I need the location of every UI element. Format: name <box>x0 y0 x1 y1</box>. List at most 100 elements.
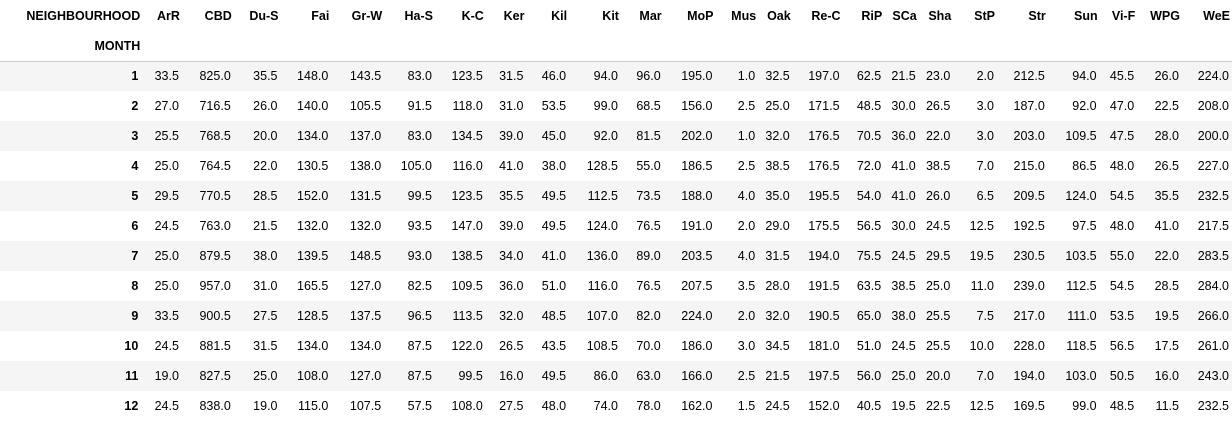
table-cell: 99.5 <box>458 369 483 383</box>
table-cell: 181.0 <box>808 339 840 353</box>
table-cell: 62.5 <box>856 69 882 84</box>
table-cell: 175.5 <box>808 219 840 233</box>
table-cell: 228.0 <box>1013 339 1045 353</box>
table-cell: 19.5 <box>969 249 994 263</box>
table-cell: 825.0 <box>199 69 231 84</box>
table-cell: 209.5 <box>1013 189 1045 203</box>
table-cell: 25.0 <box>765 99 790 113</box>
column-header: K-C <box>461 8 484 23</box>
table-cell: 41.0 <box>541 249 567 263</box>
table-cell: 105.0 <box>400 159 432 173</box>
table-cell: 107.0 <box>586 309 618 323</box>
table-cell: 29.5 <box>154 189 179 203</box>
table-cell: 116.0 <box>452 159 483 173</box>
table-row: 11 19.0 827.5 25.0 108.0 127.0 87.5 99.5 16.0 49.… <box>0 361 1232 391</box>
table-cell: 128.5 <box>586 159 618 173</box>
table-row: 9 33.5 900.5 27.5 128.5 137.5 96.5 113.5 32.0 48.… <box>0 301 1232 331</box>
row-index: 9 <box>131 309 139 323</box>
table-cell: 96.0 <box>636 69 661 84</box>
table-cell: 82.5 <box>407 279 432 293</box>
table-cell: 116.0 <box>587 279 618 293</box>
table-cell: 27.0 <box>154 99 179 113</box>
table-cell: 24.5 <box>154 219 179 233</box>
table-cell: 25.0 <box>154 159 179 173</box>
table-cell: 166.0 <box>681 369 713 383</box>
table-cell: 191.5 <box>808 279 840 293</box>
table-cell: 203.0 <box>1013 129 1045 143</box>
table-cell: 232.5 <box>1197 399 1229 413</box>
table-cell: 25.0 <box>154 279 179 293</box>
table-cell: 91.5 <box>407 99 432 113</box>
table-cell: 118.0 <box>452 99 483 113</box>
table-cell: 89.0 <box>636 249 661 263</box>
table-cell: 148.5 <box>349 249 382 263</box>
table-cell: 2.0 <box>737 219 756 233</box>
table-cell: 19.0 <box>154 369 179 383</box>
table-cell: 27.5 <box>253 309 278 323</box>
table-cell: 40.5 <box>856 399 882 413</box>
table-cell: 53.5 <box>541 99 567 113</box>
table-cell: 215.0 <box>1013 159 1045 173</box>
table-cell: 224.0 <box>1197 69 1229 84</box>
column-header-blank <box>715 31 759 62</box>
column-header-blank <box>884 31 919 62</box>
column-header-blank <box>842 31 885 62</box>
table-cell: 65.0 <box>856 309 882 323</box>
column-header-blank <box>996 31 1048 62</box>
table-cell: 3.0 <box>976 129 994 143</box>
column-header-blank <box>434 31 486 62</box>
column-header: Ha-S <box>404 8 433 23</box>
table-cell: 48.0 <box>1109 219 1135 233</box>
table-cell: 716.5 <box>199 99 231 113</box>
table-cell: 138.0 <box>349 159 382 173</box>
table-cell: 38.0 <box>541 159 567 173</box>
table-cell: 54.0 <box>856 189 882 203</box>
table-cell: 124.0 <box>1065 189 1097 203</box>
table-cell: 53.5 <box>1109 309 1135 323</box>
table-cell: 10.0 <box>969 339 994 353</box>
table-cell: 131.5 <box>349 189 382 203</box>
table-cell: 212.5 <box>1013 69 1045 84</box>
table-cell: 99.0 <box>1072 399 1097 413</box>
table-cell: 127.0 <box>349 369 382 383</box>
table-body: 1 33.5 825.0 35.5 148.0 143.5 83.0 123.5 31.5 46.… <box>0 61 1232 421</box>
table-cell: 112.5 <box>1066 279 1097 293</box>
table-cell: 38.0 <box>891 309 916 323</box>
table-cell: 25.0 <box>154 249 179 263</box>
table-cell: 26.0 <box>253 99 278 113</box>
table-cell: 770.5 <box>199 189 231 203</box>
column-header-blank <box>1047 31 1100 62</box>
table-row: 12 24.5 838.0 19.0 115.0 107.5 57.5 108.0 27.5 48… <box>0 391 1232 421</box>
table-cell: 99.0 <box>593 99 618 113</box>
table-cell: 41.0 <box>1154 219 1179 233</box>
table-cell: 108.5 <box>586 339 618 353</box>
table-cell: 152.0 <box>297 189 329 203</box>
table-cell: 38.5 <box>891 279 916 293</box>
table-cell: 49.5 <box>541 189 567 203</box>
table-cell: 187.0 <box>1013 99 1045 113</box>
table-cell: 82.0 <box>636 309 661 323</box>
table-cell: 3.0 <box>976 99 994 113</box>
table-cell: 54.5 <box>1109 279 1135 293</box>
table-cell: 186.0 <box>681 339 713 353</box>
table-cell: 127.0 <box>349 279 382 293</box>
column-header: CBD <box>204 8 232 23</box>
table-cell: 45.0 <box>541 129 567 143</box>
column-header-blank <box>620 31 664 62</box>
table-cell: 12.5 <box>969 219 994 233</box>
table-cell: 192.5 <box>1013 219 1045 233</box>
table-cell: 86.5 <box>1072 159 1097 173</box>
table-cell: 63.5 <box>856 279 882 293</box>
table-cell: 43.5 <box>541 339 567 353</box>
table-cell: 72.0 <box>856 159 882 173</box>
table-cell: 1.5 <box>737 399 756 413</box>
table-cell: 197.0 <box>808 69 840 84</box>
column-header-blank <box>953 31 997 62</box>
table-cell: 94.0 <box>593 69 618 84</box>
table-cell: 108.0 <box>297 369 329 383</box>
table-cell: 879.5 <box>199 249 231 263</box>
table-cell: 45.5 <box>1109 69 1135 84</box>
table-cell: 128.5 <box>297 309 329 323</box>
table-cell: 70.0 <box>636 339 661 353</box>
table-cell: 176.5 <box>808 159 840 173</box>
